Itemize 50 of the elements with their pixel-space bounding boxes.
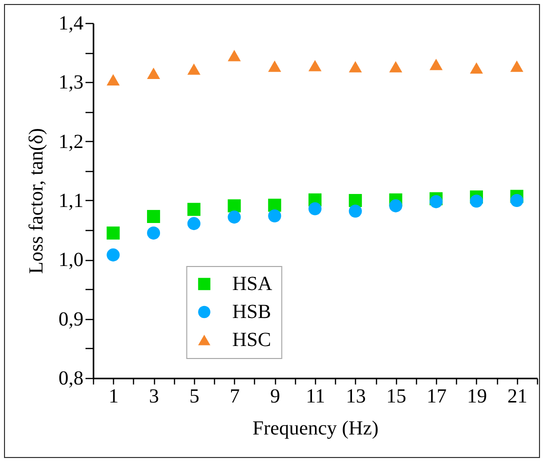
x-tick-label: 9 — [270, 386, 280, 408]
point — [228, 210, 241, 224]
point — [147, 210, 160, 223]
y-tick-label: 0,9 — [58, 308, 84, 330]
y-tick-label: 1,4 — [58, 12, 84, 34]
point — [308, 60, 322, 72]
point — [268, 209, 282, 222]
y-tick-label: 1,1 — [58, 190, 84, 212]
x-axis-title: Frequency (Hz) — [252, 418, 379, 440]
x-tick-label: 11 — [306, 386, 326, 408]
point — [348, 204, 362, 218]
legend-label: HSA — [232, 273, 273, 295]
point — [228, 199, 241, 212]
point — [430, 195, 443, 208]
point — [348, 61, 362, 72]
point — [106, 74, 120, 86]
point — [430, 58, 443, 70]
point — [470, 194, 483, 208]
y-tick-label: 0,8 — [58, 368, 84, 390]
point — [510, 60, 524, 72]
point — [106, 226, 120, 240]
point — [187, 217, 200, 230]
x-tick-label: 21 — [507, 386, 528, 408]
y-axis-title: Loss factor, tan(δ) — [26, 128, 48, 274]
point — [308, 202, 322, 216]
x-tick-label: 17 — [426, 386, 447, 408]
point — [389, 61, 402, 72]
point — [510, 194, 524, 208]
x-tick-label: 15 — [386, 386, 406, 408]
x-tick-label: 1 — [108, 386, 119, 408]
point — [147, 68, 160, 79]
point — [187, 64, 200, 75]
legend-label: HSB — [232, 301, 272, 323]
point — [470, 62, 483, 74]
point — [389, 199, 402, 212]
x-tick-label: 13 — [346, 386, 366, 408]
y-tick-label: 1,3 — [58, 72, 84, 94]
x-tick-label: 5 — [189, 386, 200, 408]
y-tick-label: 1,0 — [58, 249, 84, 272]
x-tick-label: 3 — [149, 386, 160, 408]
point — [228, 50, 241, 62]
point — [348, 194, 362, 208]
x-tick-label: 7 — [230, 386, 240, 408]
point — [147, 226, 160, 240]
legend-label: HSC — [232, 329, 272, 351]
point — [268, 60, 282, 72]
x-tick-label: 19 — [466, 386, 487, 408]
point — [106, 248, 120, 262]
point — [187, 202, 200, 216]
y-tick-label: 1,2 — [58, 130, 84, 153]
